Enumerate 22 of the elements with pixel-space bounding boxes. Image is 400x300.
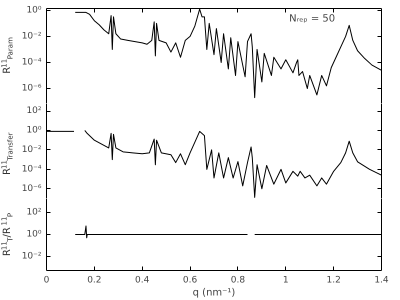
y-tick-label: 10⁰ (26, 5, 42, 16)
x-tick-label: 0 (44, 276, 50, 286)
x-tick-label: 0.4 (135, 276, 150, 286)
x-tick-label: 0.6 (182, 276, 198, 286)
y-tick-label: 10⁻⁶ (22, 83, 42, 94)
x-tick-label: 1 (282, 276, 289, 286)
x-tick-label: 0.8 (230, 276, 246, 286)
x-tick-label: 0.2 (87, 276, 102, 286)
y-tick-label: 10⁻⁶ (22, 184, 42, 194)
annotation: Nᵣₑₚ = 50 (289, 14, 336, 24)
y-tick-label: 10⁻⁴ (22, 57, 42, 68)
y-tick-label: 10⁻² (22, 144, 42, 155)
x-tick-label: 1.4 (374, 276, 389, 286)
y-tick-label: 10⁻⁴ (22, 164, 42, 174)
y-tick-label: 10⁰ (26, 125, 42, 136)
x-axis-title: q (nm⁻¹) (192, 288, 236, 298)
y-tick-label: 10² (26, 208, 42, 218)
y-tick-label: 10⁻² (22, 31, 42, 42)
x-tick-label: 1.2 (326, 276, 341, 286)
y-tick-label: 10² (26, 106, 42, 116)
y-tick-label: 10⁰ (26, 230, 42, 240)
y-tick-label: 10⁻² (22, 251, 42, 262)
